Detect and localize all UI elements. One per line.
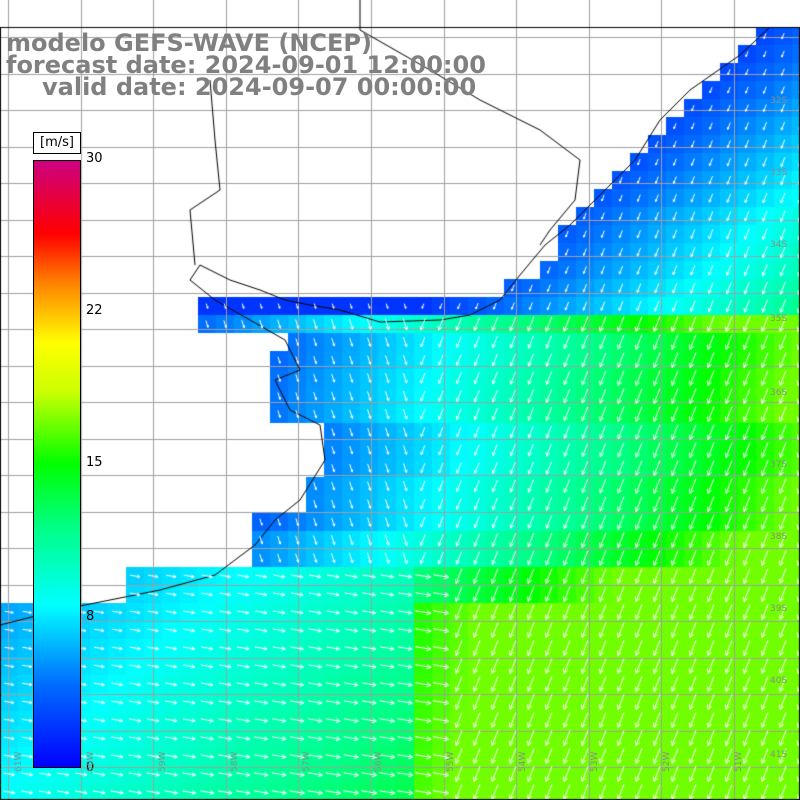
colorbar-tick-30: 30	[86, 151, 103, 166]
lon-label: 59W	[158, 751, 168, 772]
colorbar-tick-8: 8	[86, 609, 95, 624]
lon-label: 52W	[662, 751, 672, 772]
lat-label: 39S	[770, 604, 788, 614]
lon-label: 60W	[86, 751, 96, 772]
lat-label: 41S	[770, 750, 788, 760]
lon-label: 53W	[590, 751, 600, 772]
valid-date: valid date: 2024-09-07 00:00:00	[42, 73, 477, 101]
lon-label: 51W	[734, 751, 744, 772]
lon-label: 58W	[230, 751, 240, 772]
colorbar	[33, 160, 81, 768]
lon-label: 57W	[302, 751, 312, 772]
lat-label: 35S	[770, 314, 788, 324]
lon-label: 56W	[374, 751, 384, 772]
lon-label: 55W	[446, 751, 456, 772]
lat-label: 38S	[770, 532, 788, 542]
colorbar-tick-0: 0	[86, 760, 95, 775]
lat-label: 34S	[770, 240, 788, 250]
model-title: modelo GEFS-WAVE (NCEP)	[6, 29, 372, 57]
lat-label: 40S	[770, 676, 788, 686]
lon-label: 61W	[14, 751, 24, 772]
colorbar-tick-22: 22	[86, 303, 103, 318]
colorbar-tick-15: 15	[86, 455, 103, 470]
lat-label: 33S	[770, 168, 788, 178]
lat-label: 37S	[770, 460, 788, 470]
lat-label: 32S	[770, 96, 788, 106]
lat-label: 36S	[770, 388, 788, 398]
colorbar-units: [m/s]	[33, 132, 81, 154]
forecast-date: forecast date: 2024-09-01 12:00:00	[6, 51, 486, 79]
lon-label: 54W	[518, 751, 528, 772]
